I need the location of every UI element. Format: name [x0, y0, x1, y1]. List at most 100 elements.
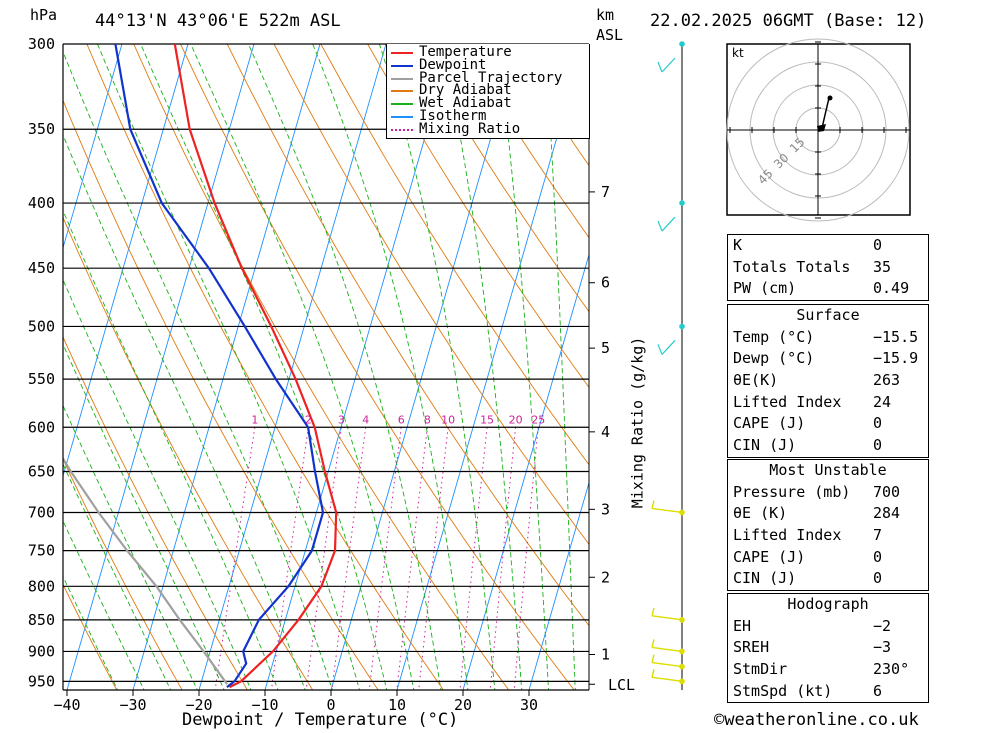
- table-title: Most Unstable: [769, 461, 887, 479]
- table-title: Surface: [796, 306, 860, 324]
- x-tick-label: 10: [388, 696, 406, 714]
- wet-adiabat-line: [378, 44, 496, 690]
- x-tick-label: 20: [454, 696, 472, 714]
- pressure-tick-label: 650: [28, 463, 55, 481]
- pressure-tick-label: 400: [28, 194, 55, 212]
- datetime-label: 22.02.2025 06GMT (Base: 12): [650, 11, 927, 31]
- mixing-ratio-line: [331, 427, 367, 690]
- row-label: Lifted Index: [733, 526, 842, 545]
- wet-adiabat-line: [544, 44, 576, 690]
- mixing-ratio-line: [214, 427, 256, 690]
- legend: Temperature Dewpoint Parcel Trajectory Dry …: [386, 44, 590, 139]
- legend-swatch: [391, 52, 413, 54]
- isotherm-line: [66, 44, 255, 690]
- row-label: CAPE (J): [733, 414, 806, 433]
- table-row: CAPE (J) 0: [728, 413, 928, 435]
- row-label: SREH: [733, 638, 770, 657]
- legend-item: Mixing Ratio: [391, 120, 587, 137]
- km-tick-label: 5: [601, 339, 610, 357]
- wind-level-dot: [679, 200, 685, 206]
- dry-adiabat-line: [63, 458, 183, 690]
- x-axis-label: Dewpoint / Temperature (°C): [182, 710, 459, 730]
- wet-adiabat-line: [63, 278, 252, 690]
- wind-barb: [661, 57, 676, 73]
- row-value: −15.9: [873, 349, 919, 368]
- dry-adiabat-line: [226, 44, 589, 627]
- table-row: Temp (°C) −15.5: [728, 327, 928, 349]
- row-label: K: [733, 236, 743, 254]
- legend-label: Mixing Ratio: [419, 120, 521, 137]
- x-tick-label: −30: [119, 696, 146, 714]
- x-tick-label: −40: [53, 696, 80, 714]
- wind-barb: [651, 507, 683, 514]
- isotherm-line: [198, 44, 387, 690]
- row-label: EH: [733, 616, 752, 635]
- row-value: −15.5: [873, 327, 919, 346]
- dry-adiabat-line: [86, 44, 444, 690]
- row-value: 0: [873, 236, 883, 254]
- table-row: Lifted Index 7: [728, 525, 928, 547]
- footer-credit[interactable]: ©weatheronline.co.uk: [714, 710, 919, 730]
- legend-label: Dewpoint: [419, 56, 487, 73]
- km-tick-label: 4: [601, 423, 610, 441]
- row-value: 0: [873, 569, 883, 588]
- table-row: θE(K) 263: [728, 370, 928, 392]
- table-row: PW (cm) 0.49: [728, 278, 928, 300]
- dry-adiabat-line: [460, 44, 589, 239]
- row-value: 0: [873, 436, 883, 455]
- isotherm-line: [462, 253, 589, 690]
- wind-barb-flag: [651, 669, 655, 678]
- indices-table: K 0 Totals Totals 35 PW (cm) 0.49: [727, 234, 929, 302]
- mixing-ratio-label: 4: [362, 413, 369, 426]
- legend-label: Wet Adiabat: [419, 95, 512, 112]
- table-row: CAPE (J) 0: [728, 547, 928, 569]
- wet-adiabat-line: [63, 519, 145, 690]
- isotherm-line: [330, 44, 519, 690]
- wind-barb-flag: [651, 654, 655, 663]
- hodograph-trace: [821, 97, 830, 129]
- table-row: CIN (J) 0: [728, 568, 928, 590]
- dewpoint-line: [114, 44, 325, 688]
- mixing-ratio-line: [396, 427, 428, 690]
- isotherm-line: [63, 44, 189, 478]
- table-row: θE (K) 284: [728, 503, 928, 525]
- legend-label: Isotherm: [419, 108, 487, 124]
- mixing-ratio-label: 2: [305, 413, 312, 426]
- pressure-tick-label: 500: [28, 317, 55, 335]
- row-label: Dewp (°C): [733, 349, 815, 368]
- x-tick-label: 30: [520, 696, 538, 714]
- wet-adiabat-line: [190, 44, 415, 690]
- isotherm-line: [396, 44, 585, 690]
- table-row: EH −2: [728, 616, 928, 638]
- row-value: −2: [873, 616, 892, 635]
- mixing-ratio-label: 6: [398, 413, 405, 426]
- mixing-ratio-label: 15: [480, 413, 494, 426]
- temperature-line: [173, 44, 338, 689]
- isotherm-line: [132, 44, 321, 690]
- dry-adiabat-line: [367, 44, 589, 389]
- wind-barb-flag: [657, 61, 663, 73]
- pressure-tick-label: 900: [28, 642, 55, 660]
- wet-adiabat-line: [496, 44, 550, 690]
- table-row: SREH −3: [728, 637, 928, 659]
- hodograph-table: Hodograph EH −2 SREH −3 StmDir 230° StmSpd (kt)…: [727, 593, 929, 704]
- row-label: StmSpd (kt): [733, 681, 833, 700]
- wet-adiabat-line: [63, 343, 225, 690]
- table-title: Hodograph: [787, 595, 869, 613]
- parcel-trajectory-line: [63, 456, 228, 685]
- isotherm-line: [63, 44, 123, 250]
- wet-adiabat-line: [63, 209, 279, 690]
- legend-label: Parcel Trajectory: [419, 69, 563, 86]
- legend-swatch: [391, 64, 413, 67]
- table-row: Pressure (mb) 700: [728, 482, 928, 504]
- legend-swatch: [391, 128, 413, 131]
- dry-adiabat-line: [414, 44, 589, 313]
- wind-barb-flag: [651, 639, 655, 648]
- mixing-ratio-label: 20: [509, 413, 523, 426]
- wind-barb: [651, 646, 683, 653]
- row-label: Totals Totals: [733, 257, 851, 276]
- mixing-ratio-label: 8: [424, 413, 431, 426]
- pressure-tick-label: 800: [28, 577, 55, 595]
- row-label: CAPE (J): [733, 547, 806, 566]
- row-value: 35: [873, 257, 892, 276]
